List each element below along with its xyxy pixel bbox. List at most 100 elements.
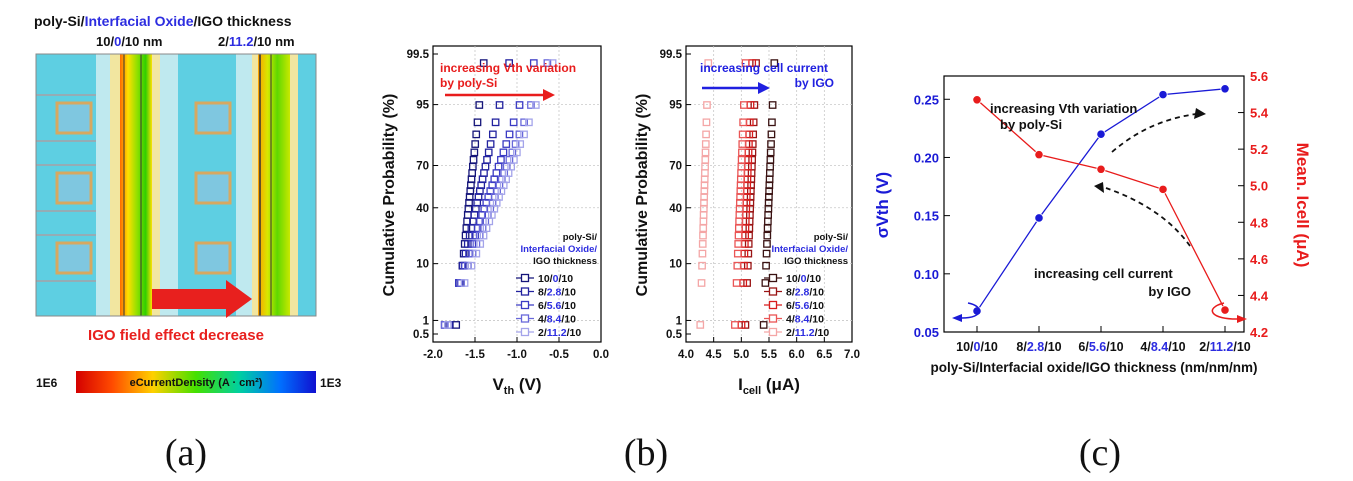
ic-legend-label-part1: 4/ xyxy=(786,314,795,326)
ic-y-tick-label: 70 xyxy=(669,160,682,172)
icell-plot: 4.0 4.5 5.0 5.5 6.0 6.5 7.0 99.5 95 70 40 10 1 0.5 C… xyxy=(634,45,860,397)
vth-y-tick-label: 1 xyxy=(423,315,430,327)
vth-legend-marker xyxy=(520,287,530,296)
vth-data-points xyxy=(440,59,557,329)
vth-data-point xyxy=(516,140,525,148)
vth-y-tick-label: 40 xyxy=(416,203,429,215)
mean-icell-tick-label: 5.4 xyxy=(1250,106,1269,121)
ic-legend-marker xyxy=(768,314,778,323)
right-caption-part1: 2/ xyxy=(218,34,229,49)
mean-icell-tick-label: 5.0 xyxy=(1250,179,1268,194)
ic-data-point xyxy=(702,118,711,127)
sigma-vth-data-point xyxy=(1158,90,1168,100)
panel-c-annotation-vth-line2: by poly-Si xyxy=(1000,117,1062,132)
ic-legend-label-part2: 8.4 xyxy=(795,314,810,326)
vth-data-point xyxy=(469,155,478,164)
vth-data-point xyxy=(515,130,524,139)
vth-data-point xyxy=(495,101,504,109)
panel-a-title-part2: Interfacial Oxide xyxy=(85,13,194,29)
dashed-arrowhead-up xyxy=(1194,108,1206,119)
thickness-tick-label-part3: /10 xyxy=(1233,340,1250,354)
icell-legend: poly-Si/ Interfacial Oxide/ IGO thicknes… xyxy=(764,232,848,339)
thickness-tick-label: 2/11.2/10 xyxy=(1199,340,1251,354)
panel-c-series xyxy=(972,84,1230,316)
ic-legend-label-part2: 0 xyxy=(801,273,807,285)
ic-data-point xyxy=(741,321,750,329)
vth-data-point xyxy=(475,231,484,240)
ic-legend-label-part3: /10 xyxy=(815,327,830,339)
vth-data-point xyxy=(510,155,518,164)
mean-icell-tick-label: 4.6 xyxy=(1250,252,1268,267)
thickness-tick-label-part1: 4/ xyxy=(1140,340,1151,354)
mean-icell-tick-label: 5.2 xyxy=(1250,142,1268,157)
sigma-vth-tick-label: 0.20 xyxy=(914,150,939,165)
vth-data-point xyxy=(476,240,485,248)
ic-data-point xyxy=(698,249,707,258)
vth-legend-label: 2/11.2/10 xyxy=(538,327,581,339)
vth-data-point xyxy=(460,279,469,287)
ic-data-point xyxy=(697,279,706,287)
vth-data-point xyxy=(473,118,482,127)
colorbar-label: eCurrentDensity (A · cm²) xyxy=(130,377,263,389)
mean-icell-tick-label: 5.6 xyxy=(1250,69,1268,84)
vth-plot: -2.0 -1.5 -1.0 -0.5 0.0 99.5 95 70 40 10 1 0.5 Cum… xyxy=(381,45,609,397)
panel-c-dashed-arrows xyxy=(1105,113,1197,247)
sigma-vth-tick-label: 0.10 xyxy=(914,267,939,282)
ic-data-point xyxy=(759,321,768,329)
vth-legend-label-part1: 4/ xyxy=(538,314,547,326)
vth-legend-label: 8/2.8/10 xyxy=(538,287,576,299)
vth-data-point xyxy=(479,231,488,240)
vth-data-point xyxy=(472,249,481,258)
ic-data-point xyxy=(744,249,753,258)
vth-legend-marker xyxy=(520,300,530,310)
ic-data-point xyxy=(748,140,757,148)
vth-x-ticks: -2.0 -1.5 -1.0 -0.5 0.0 xyxy=(423,337,609,361)
panel-c-annotation-icell-line2: by IGO xyxy=(1148,284,1191,299)
vth-data-point xyxy=(525,118,533,127)
ic-data-point xyxy=(738,130,747,139)
vth-data-point xyxy=(505,59,513,67)
ic-data-point xyxy=(744,240,753,248)
mean-icell-tick-label: 4.4 xyxy=(1250,288,1269,303)
ic-legend-label-part1: 6/ xyxy=(786,300,795,312)
thickness-tick-label-part2: 0 xyxy=(974,340,981,354)
icell-legend-title-line2: Interfacial Oxide/ xyxy=(771,244,848,255)
icell-y-ticks: 99.5 95 70 40 10 1 0.5 xyxy=(660,49,691,341)
panel-c-label: (c) xyxy=(1079,432,1121,474)
sigma-vth-data-point xyxy=(1220,84,1230,94)
ic-data-point xyxy=(733,261,742,270)
vth-data-point xyxy=(531,101,540,109)
ic-data-point xyxy=(699,231,707,240)
ic-data-point xyxy=(761,279,770,287)
panel-c-annotation-icell-line1: increasing cell current xyxy=(1034,266,1173,281)
ic-legend-label-part3: /10 xyxy=(809,287,824,299)
sigma-vth-tick-label: 0.15 xyxy=(914,209,939,224)
thickness-tick-label-part1: 8/ xyxy=(1016,340,1027,354)
ic-data-point xyxy=(701,140,710,148)
ic-data-point xyxy=(696,321,705,329)
ic-data-point xyxy=(701,148,710,157)
thickness-tick-label-part3: /10 xyxy=(1106,340,1123,354)
thickness-tick-label-part3: /10 xyxy=(980,340,997,354)
sigma-vth-axis-label: σVth (V) xyxy=(873,172,892,238)
vth-data-point xyxy=(502,140,511,148)
vth-data-point xyxy=(443,321,452,329)
thickness-tick-label-part2: 8.4 xyxy=(1151,340,1168,354)
ic-data-point xyxy=(748,148,757,157)
mean-icell-axis-ticks: 4.2 4.4 4.6 4.8 5.0 5.2 5.4 5.6 xyxy=(1238,69,1269,340)
vth-legend-label-part2: 11.2 xyxy=(547,327,567,339)
vth-legend-label-part2: 0 xyxy=(553,273,559,285)
ic-data-point xyxy=(732,279,741,287)
thickness-tick-label-part2: 2.8 xyxy=(1027,340,1044,354)
vth-legend-label: 6/5.6/10 xyxy=(538,300,576,312)
left-caption-part1: 10/ xyxy=(96,34,114,49)
ic-legend-label: 6/5.6/10 xyxy=(786,300,824,312)
icell-y-axis-label: Cumulative Probability (%) xyxy=(634,94,651,297)
ic-data-point xyxy=(703,101,711,109)
vth-data-point xyxy=(499,148,508,157)
left-caption-part2: 0 xyxy=(114,34,121,49)
vth-data-point xyxy=(468,240,477,248)
panel-b-label: (b) xyxy=(624,432,668,474)
ic-data-point xyxy=(741,59,750,67)
